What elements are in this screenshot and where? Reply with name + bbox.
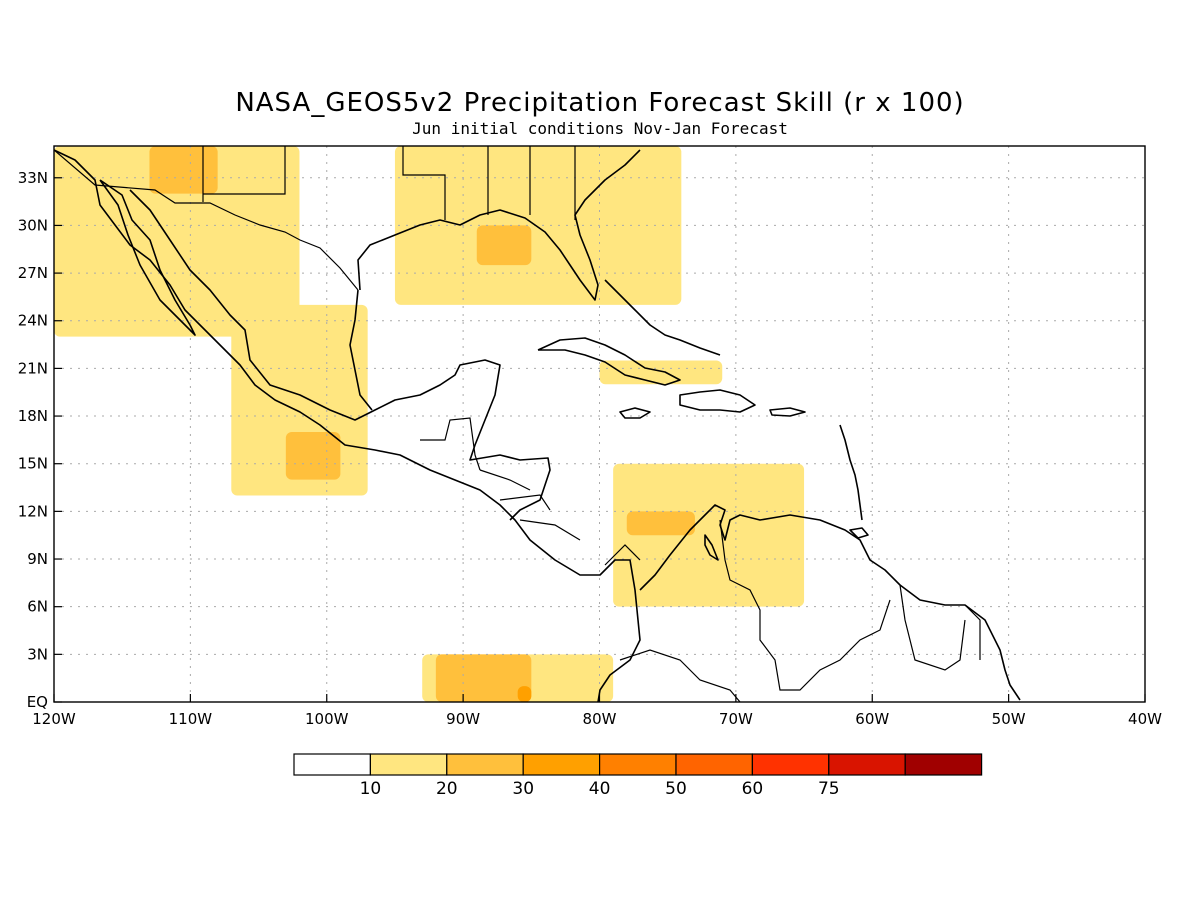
lat-tick-label: 27N xyxy=(18,264,48,282)
colorbar-swatch xyxy=(293,753,372,776)
skill-region-11 xyxy=(626,511,695,536)
lat-tick-label: 33N xyxy=(18,169,48,187)
island-puerto-rico xyxy=(769,407,806,417)
lat-tick-label: EQ xyxy=(27,693,48,711)
island-hispaniola xyxy=(679,389,756,413)
colorbar-label: 60 xyxy=(742,779,764,799)
country-borders xyxy=(54,146,981,702)
latitude-axis: EQ 3N 6N 9N 12N 15N 18N 21N 24N 27N 30N 33N xyxy=(18,169,62,711)
border-ecuador-peru xyxy=(619,649,741,702)
lat-tick-label: 15N xyxy=(18,455,48,473)
island-jamaica xyxy=(619,407,651,419)
skill-region-5 xyxy=(613,463,805,607)
colorbar-label: 10 xyxy=(360,779,382,799)
colorbar-label: 40 xyxy=(589,779,611,799)
island-trinidad xyxy=(849,527,869,539)
border-central-america xyxy=(479,469,581,541)
skill-region-9 xyxy=(149,146,218,194)
island-cuba xyxy=(537,337,681,386)
border-us-mexico xyxy=(54,149,359,291)
lon-tick-label: 60W xyxy=(855,710,889,728)
colorbar-label: 30 xyxy=(512,779,534,799)
coast-texas-mexico-gulf xyxy=(349,289,373,411)
coastlines xyxy=(54,149,1021,702)
colorbar-swatch xyxy=(446,753,524,776)
map-title: NASA_GEOS5v2 Precipitation Forecast Skil… xyxy=(235,88,964,118)
border-guatemala-belize xyxy=(420,417,481,471)
coast-south-america-north xyxy=(639,504,1021,701)
lat-tick-label: 9N xyxy=(27,550,48,568)
lat-tick-label: 12N xyxy=(18,502,48,520)
coast-baja-california xyxy=(99,179,196,336)
colorbar-swatch xyxy=(675,753,754,776)
lon-tick-label: 80W xyxy=(583,710,617,728)
border-colombia-venezuela xyxy=(719,519,891,691)
lon-tick-label: 40W xyxy=(1128,710,1162,728)
skill-region-4 xyxy=(599,360,723,385)
map-area xyxy=(54,146,1145,702)
lat-tick-label: 21N xyxy=(18,359,48,377)
lesser-antilles xyxy=(839,424,863,521)
lon-tick-label: 120W xyxy=(32,710,76,728)
lon-tick-label: 70W xyxy=(719,710,753,728)
colorbar-swatch xyxy=(598,753,677,776)
colorbar-label: 20 xyxy=(436,779,458,799)
border-us-states xyxy=(202,146,576,220)
lat-tick-label: 3N xyxy=(27,645,48,663)
coast-mexico-pacific xyxy=(54,149,641,702)
coast-lake-maracaibo xyxy=(704,534,719,561)
skill-region-12 xyxy=(517,686,532,702)
skill-region-3 xyxy=(394,146,682,305)
skill-region-8 xyxy=(476,225,532,266)
lon-tick-label: 110W xyxy=(169,710,213,728)
bahamas xyxy=(604,279,721,356)
coast-us-gulf xyxy=(357,149,641,301)
lon-tick-label: 50W xyxy=(992,710,1026,728)
colorbar-label: 75 xyxy=(818,779,840,799)
colorbar-legend: 10 20 30 40 50 60 75 xyxy=(293,753,983,799)
colorbar-swatch xyxy=(369,753,448,776)
colorbar-swatch xyxy=(904,753,983,776)
colorbar-swatch xyxy=(522,753,601,776)
border-guyana-suriname xyxy=(899,584,981,671)
lat-tick-label: 18N xyxy=(18,407,48,425)
lat-lon-gridlines xyxy=(54,146,1145,702)
coast-gulf-of-mexico xyxy=(129,189,551,521)
lat-tick-label: 24N xyxy=(18,312,48,330)
lat-tick-label: 30N xyxy=(18,216,48,234)
longitude-axis: 120W 110W 100W 90W 80W 70W 60W 50W 40W xyxy=(32,694,1162,728)
colorbar-label: 50 xyxy=(665,779,687,799)
lat-tick-label: 6N xyxy=(27,598,48,616)
skill-region-7 xyxy=(285,431,341,480)
skill-region-10 xyxy=(435,654,532,702)
colorbar-swatch xyxy=(828,753,906,776)
lon-tick-label: 90W xyxy=(446,710,480,728)
map-subtitle: Jun initial conditions Nov-Jan Forecast xyxy=(412,119,788,138)
border-panama-colombia xyxy=(604,544,641,566)
colorbar-swatch xyxy=(751,753,830,776)
lon-tick-label: 100W xyxy=(305,710,349,728)
